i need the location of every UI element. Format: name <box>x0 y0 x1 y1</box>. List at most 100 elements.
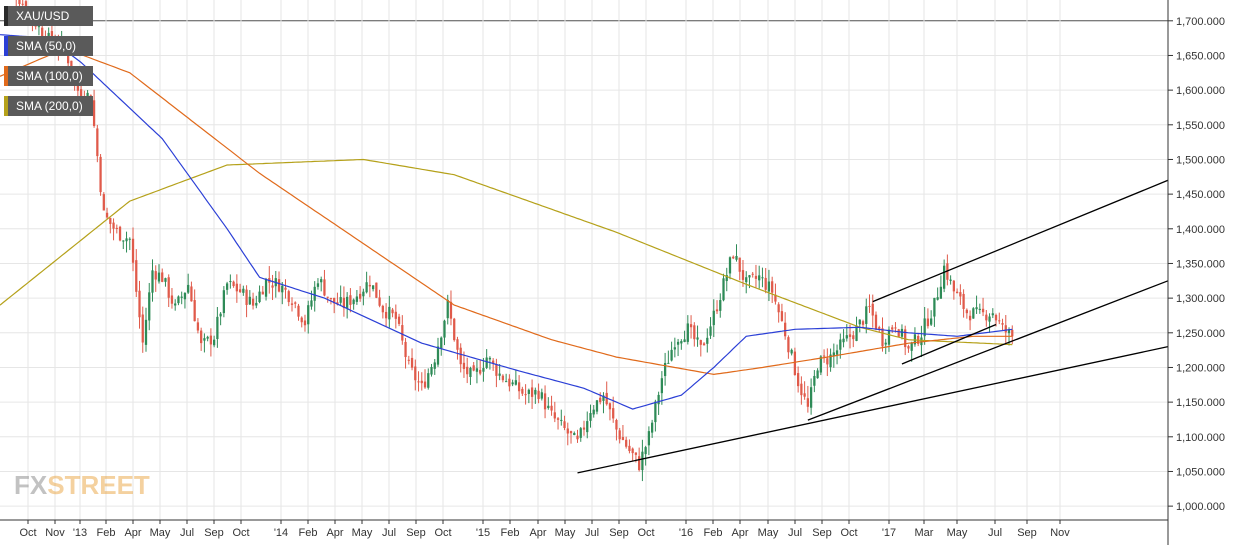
candle-down <box>479 369 482 374</box>
candle-up <box>86 92 89 99</box>
candle-up <box>667 362 670 364</box>
candle-down <box>985 314 988 321</box>
candle-down <box>952 280 956 292</box>
candle-down <box>537 390 540 399</box>
candle-up <box>939 286 943 299</box>
candle-up <box>255 302 258 306</box>
candle-down <box>699 340 702 345</box>
candle-down <box>1011 329 1014 337</box>
candle-up <box>316 283 320 287</box>
legend-item-sma-50[interactable]: SMA (50,0) <box>4 36 93 56</box>
candle-up <box>206 336 209 339</box>
candle-up <box>712 310 715 326</box>
trendline <box>872 179 1169 303</box>
candle-down <box>524 394 527 396</box>
legend-item-sma-200[interactable]: SMA (200,0) <box>4 96 93 116</box>
candle-down <box>118 226 122 241</box>
candle-down <box>284 287 287 290</box>
candle-down <box>751 273 754 275</box>
candle-down <box>135 260 138 292</box>
candle-up <box>436 346 440 365</box>
candle-down <box>329 298 333 300</box>
candle-up <box>37 26 41 28</box>
candle-down <box>131 238 135 263</box>
candle-down <box>92 100 96 126</box>
candle-up <box>644 447 647 455</box>
candle-down <box>401 325 404 341</box>
candle-up <box>547 405 550 409</box>
candle-up <box>829 354 832 368</box>
x-tick-label: Apr <box>731 527 748 539</box>
legend-label: SMA (50,0) <box>16 39 77 53</box>
candle-up <box>657 394 660 405</box>
candle-up <box>758 275 761 281</box>
candle-down <box>612 408 615 419</box>
logo-fx: FX <box>14 470 48 500</box>
candle-up <box>248 296 251 305</box>
legend-label: SMA (200,0) <box>16 99 83 113</box>
candle-up <box>913 334 917 345</box>
candle-up <box>225 283 229 290</box>
candle-down <box>167 277 170 298</box>
candle-up <box>527 389 530 394</box>
candle-down <box>608 403 612 410</box>
candle-up <box>855 325 858 341</box>
candle-down <box>294 302 297 304</box>
legend: XAU/USD SMA (50,0) SMA (100,0) SMA (200,… <box>4 6 93 126</box>
candle-down <box>112 222 115 229</box>
candle-down <box>466 366 469 375</box>
candle-down <box>391 309 394 314</box>
candle-down <box>800 383 803 396</box>
candle-down <box>501 375 505 381</box>
candle-down <box>702 343 706 346</box>
candle-up <box>258 291 261 303</box>
candle-down <box>962 293 965 309</box>
candle-down <box>336 302 339 305</box>
candle-up <box>647 431 651 446</box>
candle-up <box>560 419 563 421</box>
logo-street: STREET <box>47 470 150 500</box>
candle-down <box>18 0 21 5</box>
candle-up <box>485 357 488 368</box>
candle-up <box>229 281 232 283</box>
candle-down <box>472 365 475 371</box>
x-tick-label: May <box>352 527 373 539</box>
candle-down <box>897 329 900 337</box>
candle-up <box>475 368 479 372</box>
candle-down <box>404 341 407 358</box>
candle-up <box>988 316 991 322</box>
candle-down <box>806 398 810 407</box>
legend-item-xauusd[interactable]: XAU/USD <box>4 6 93 26</box>
candle-up <box>975 307 978 310</box>
candle-down <box>738 257 741 272</box>
candle-up <box>978 308 981 310</box>
y-tick-label: 1,600.000 <box>1176 85 1225 97</box>
candle-down <box>138 290 141 318</box>
legend-item-sma-100[interactable]: SMA (100,0) <box>4 66 93 86</box>
x-tick-label: Oct <box>637 527 654 539</box>
candle-up <box>122 240 125 242</box>
candle-down <box>508 378 511 387</box>
candle-down <box>955 291 959 294</box>
candle-down <box>323 279 326 296</box>
x-tick-label: Feb <box>299 527 318 539</box>
candle-down <box>456 339 459 350</box>
candle-down <box>462 362 466 369</box>
candle-up <box>264 278 268 297</box>
x-tick-label: Nov <box>1050 527 1070 539</box>
candle-down <box>881 328 884 347</box>
candle-up <box>187 284 190 293</box>
candle-down <box>994 314 998 321</box>
legend-swatch <box>4 6 8 26</box>
y-tick-label: 1,400.000 <box>1176 224 1225 236</box>
candle-up <box>660 378 664 394</box>
candle-up <box>514 380 518 385</box>
candle-up <box>719 300 722 311</box>
plot-background <box>0 0 1168 520</box>
candle-down <box>238 289 242 292</box>
trendlines <box>577 179 1169 474</box>
candle-down <box>79 89 83 98</box>
candle-up <box>858 319 861 325</box>
candle-up <box>842 338 845 343</box>
x-tick-label: '13 <box>73 527 87 539</box>
